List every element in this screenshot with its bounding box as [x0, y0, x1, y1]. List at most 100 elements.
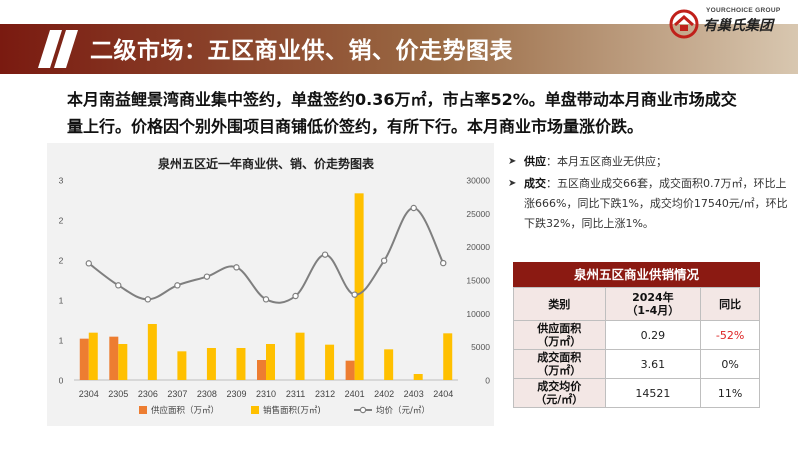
- chart-title: 泉州五区近一年商业供、销、价走势图表: [158, 156, 375, 171]
- summary-line-1: 本月南益鲤景湾商业集中签约，单盘签约0.36万㎡，市占率52%。单盘带动本月商业…: [67, 90, 737, 109]
- bullet-text: ：本月五区商业无供应；: [546, 155, 667, 168]
- legend-sales-swatch: [251, 406, 259, 414]
- sales-bar: [236, 348, 246, 380]
- logo-chinese-text: 有巢氏集团: [703, 18, 773, 34]
- right-axis-tick-label: 5000: [471, 342, 490, 352]
- x-axis-tick-label: 2401: [345, 389, 365, 399]
- company-logo-icon: [669, 9, 699, 39]
- table-row-label: 供应面积 （万㎡）: [513, 320, 606, 350]
- sales-bar: [295, 332, 305, 380]
- table-row: 供应面积 （万㎡） 0.29 -52%: [513, 320, 760, 350]
- sales-bar: [266, 344, 275, 380]
- price-point: [440, 259, 447, 267]
- stats-table: 类别 2024年 （1-4月） 同比 供应面积 （万㎡） 0.29 -52% 成…: [513, 287, 760, 408]
- sales-bar: [118, 344, 128, 380]
- table-cell-value: 3.61: [604, 349, 702, 379]
- summary-text: 本月南益鲤景湾商业集中签约，单盘签约0.36万㎡，市占率52%。单盘带动本月商业…: [67, 86, 767, 140]
- sales-bar: [413, 374, 423, 380]
- sales-bar: [147, 324, 157, 380]
- bullet-key: 成交: [524, 177, 546, 190]
- left-axis-tick-label: 3: [59, 176, 64, 186]
- x-axis-tick-label: 2309: [226, 389, 246, 399]
- table-header-category: 类别: [513, 287, 606, 321]
- price-point: [351, 291, 358, 298]
- x-axis-tick-label: 2304: [79, 389, 99, 399]
- bullet-key: 供应: [524, 155, 546, 168]
- bullet-text: ：五区商业成交66套，成交面积0.7万㎡，环比上涨666%，同比下跌1%，成交均…: [524, 177, 788, 230]
- price-point: [174, 282, 181, 289]
- left-axis-tick-label: 2: [59, 216, 64, 226]
- chart-panel: 泉州五区近一年商业供、销、价走势图表 0 1 1 2 2 3 0 5000 10000 15000 2…: [47, 143, 494, 426]
- table-header-period-text: 2024年 （1-4月）: [626, 291, 680, 317]
- x-axis-tick-label: 2307: [167, 389, 187, 399]
- price-point: [233, 264, 240, 271]
- x-axis-tick-label: 2404: [433, 389, 453, 399]
- price-point: [85, 260, 92, 267]
- table-cell-yoy: 11%: [700, 378, 760, 408]
- x-axis-tick-label: 2306: [138, 389, 158, 399]
- sales-bar: [443, 333, 453, 380]
- table-title: 泉州五区商业供销情况: [513, 262, 760, 287]
- legend-price-label: 均价（元/㎡）: [376, 405, 430, 416]
- right-axis-tick-label: 20000: [466, 242, 490, 252]
- summary-line-2: 量上行。价格因个别外围项目商铺低价签约，有所下行。本月商业市场量涨价跌。: [67, 117, 644, 136]
- arrow-right-icon: ➤: [508, 156, 517, 167]
- legend-supply-label: 供应面积（万㎡）: [151, 405, 219, 416]
- price-point: [410, 204, 417, 212]
- bullet-list: ➤ 供应：本月五区商业无供应； ➤ 成交：五区商业成交66套，成交面积0.7万㎡…: [508, 152, 793, 236]
- price-point: [262, 296, 270, 303]
- slash-decoration-2: [54, 30, 78, 68]
- x-axis-tick-label: 2308: [197, 389, 217, 399]
- table-row: 成交均价 （元/㎡） 14521 11%: [513, 378, 760, 408]
- left-axis-tick-label: 1: [59, 296, 64, 306]
- sales-bar: [177, 351, 187, 380]
- price-point: [321, 251, 329, 258]
- table-cell-yoy: -52%: [700, 320, 760, 350]
- table-header-yoy: 同比: [700, 287, 760, 321]
- price-point: [380, 257, 388, 264]
- table-cell-yoy: 0%: [700, 349, 760, 379]
- x-axis-tick-label: 2403: [404, 389, 424, 399]
- x-axis-tick-label: 2310: [256, 389, 276, 399]
- table-cell-value: 0.29: [604, 320, 702, 350]
- legend-sales-label: 销售面积(万㎡): [263, 405, 321, 416]
- supply-bar: [79, 338, 89, 380]
- header-background: [0, 24, 798, 74]
- slash-decoration-1: [38, 30, 62, 68]
- x-axis-tick-label: 2305: [108, 389, 128, 399]
- right-axis-tick-label: 10000: [466, 309, 490, 319]
- table-row-label: 成交面积 （万㎡）: [513, 349, 606, 379]
- header-bar: [0, 24, 798, 74]
- sales-bar: [354, 193, 364, 380]
- x-axis-tick-label: 2402: [374, 389, 394, 399]
- x-axis-tick-label: 2312: [315, 389, 335, 399]
- price-point: [292, 292, 299, 300]
- sales-bar: [384, 349, 394, 380]
- right-axis-tick-label: 0: [485, 376, 490, 386]
- left-axis-tick-label: 0: [59, 376, 64, 386]
- legend-price-marker: [359, 406, 367, 414]
- left-axis-tick-label: 2: [59, 256, 64, 266]
- combo-chart: 泉州五区近一年商业供、销、价走势图表 0 1 1 2 2 3 0 5000 10000 15000 2…: [59, 156, 491, 416]
- bullet-supply: ➤ 供应：本月五区商业无供应；: [508, 152, 793, 172]
- right-axis-tick-label: 15000: [466, 276, 490, 286]
- table-cell-value: 14521: [604, 378, 702, 408]
- supply-bar: [257, 360, 266, 380]
- supply-bar: [109, 336, 119, 380]
- logo-english-text: YOURCHOICE GROUP: [706, 7, 781, 14]
- legend-supply-swatch: [139, 406, 147, 414]
- sales-bar: [88, 332, 98, 380]
- supply-bar: [345, 360, 355, 380]
- right-axis-tick-label: 25000: [466, 209, 490, 219]
- price-point: [144, 296, 152, 303]
- table-header-row: 类别 2024年 （1-4月） 同比: [513, 287, 760, 321]
- bullet-deal: ➤ 成交：五区商业成交66套，成交面积0.7万㎡，环比上涨666%，同比下跌1%…: [508, 174, 793, 234]
- arrow-right-icon: ➤: [508, 178, 517, 189]
- price-point: [203, 273, 211, 280]
- price-line: [88, 206, 445, 304]
- page-title: 二级市场：五区商业供、销、价走势图表: [90, 38, 513, 64]
- right-axis-tick-label: 30000: [466, 176, 490, 186]
- table-header-period: 2024年 （1-4月）: [604, 287, 702, 321]
- x-axis-tick-label: 2311: [286, 389, 305, 399]
- price-point: [115, 282, 122, 289]
